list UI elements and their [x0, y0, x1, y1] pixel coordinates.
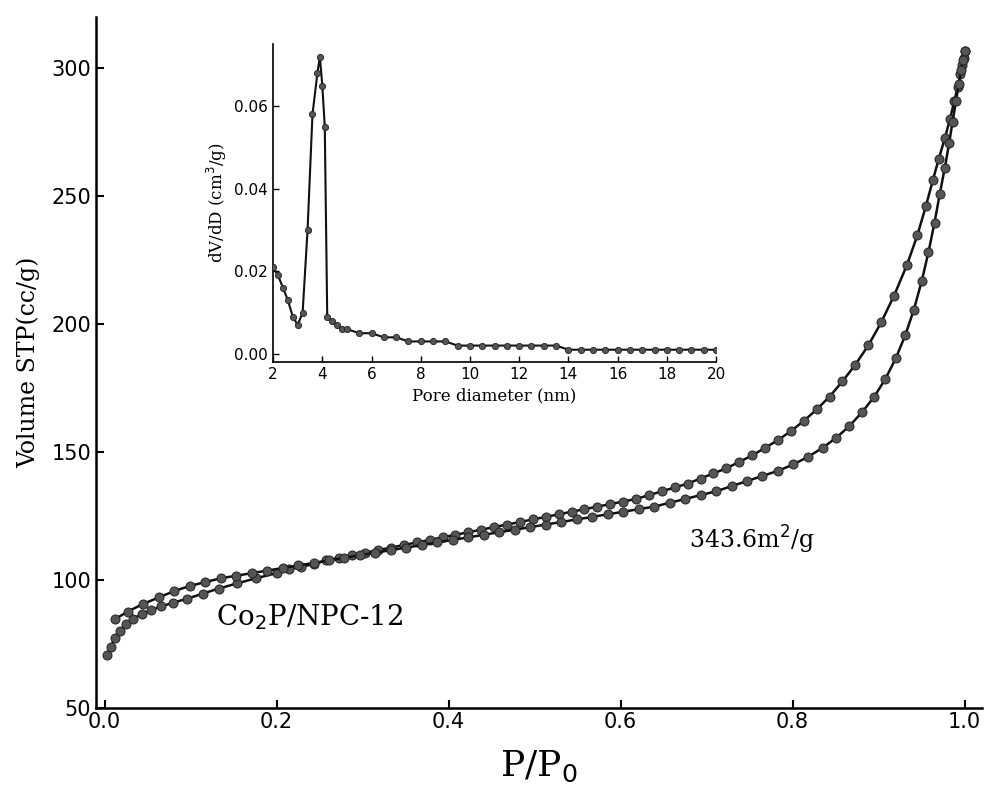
Text: 343.6m$^2$/g: 343.6m$^2$/g	[689, 524, 815, 556]
X-axis label: P/P$_0$: P/P$_0$	[500, 749, 578, 784]
Y-axis label: Volume STP(cc/g): Volume STP(cc/g)	[17, 256, 40, 468]
Text: Co$_2$P/NPC-12: Co$_2$P/NPC-12	[216, 602, 404, 633]
